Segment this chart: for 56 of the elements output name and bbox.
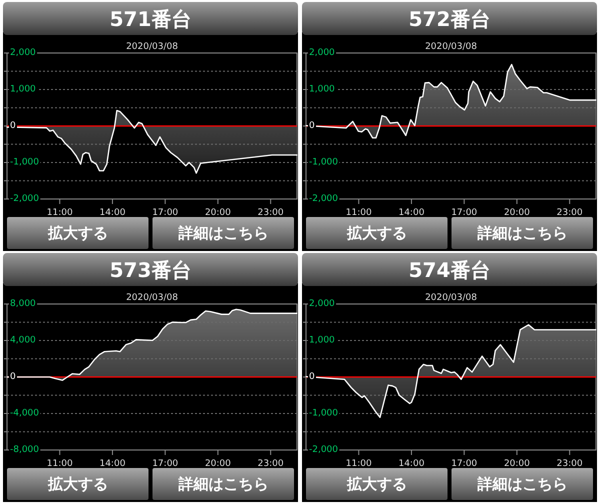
chart-subtitle: 2020/03/08 [425, 42, 478, 52]
chart-subtitle: 2020/03/08 [425, 293, 478, 303]
x-tick-label: 23:00 [556, 208, 583, 218]
chart-title: 572番台 [408, 7, 490, 31]
x-tick-label: 14:00 [398, 459, 425, 469]
y-tick-label: -8,000 [10, 445, 40, 455]
x-tick-label: 20:00 [504, 208, 530, 218]
x-tick-label: 14:00 [398, 208, 425, 218]
y-tick-label: 2,000 [10, 48, 36, 58]
chart-subtitle: 2020/03/08 [126, 42, 178, 52]
y-tick-label: 1,000 [10, 84, 36, 94]
text: 拡大する [46, 475, 108, 493]
x-tick-label: 23:00 [556, 459, 583, 469]
x-tick-label: 17:00 [152, 459, 178, 469]
x-tick-label: 20:00 [204, 459, 232, 469]
y-tick-label: 1,000 [309, 336, 336, 346]
x-tick-label: 17:00 [451, 208, 478, 218]
y-tick-label: -2,000 [309, 445, 338, 455]
text: 詳細はこちら [177, 475, 268, 493]
chart-title: 574番台 [408, 258, 490, 282]
x-tick-label: 20:00 [204, 208, 232, 218]
x-tick-label: 23:00 [258, 208, 284, 218]
y-tick-label: 8,000 [10, 299, 36, 309]
x-tick-label: 17:00 [152, 208, 178, 218]
text: 拡大する [346, 224, 407, 242]
y-tick-label: 2,000 [309, 48, 336, 58]
text: 詳細はこちら [476, 475, 568, 493]
text: 拡大する [46, 224, 108, 242]
y-tick-label: 4,000 [10, 336, 36, 346]
chart-title: 573番台 [110, 258, 192, 282]
x-tick-label: 11:00 [346, 459, 372, 469]
x-tick-label: 17:00 [451, 459, 478, 469]
x-tick-label: 11:00 [346, 208, 372, 218]
y-tick-label: 0 [309, 372, 315, 382]
y-tick-label: -4,000 [10, 408, 40, 418]
y-tick-label: 0 [10, 121, 16, 131]
text: 詳細はこちら [476, 224, 568, 242]
text: 詳細はこちら [177, 224, 268, 242]
x-tick-label: 11:00 [46, 459, 73, 469]
y-tick-label: -2,000 [10, 194, 40, 204]
y-tick-label: -2,000 [309, 194, 338, 204]
text: 拡大する [346, 475, 407, 493]
y-tick-label: 2,000 [309, 299, 336, 309]
chart-title: 571番台 [110, 7, 192, 31]
x-tick-label: 23:00 [258, 459, 284, 469]
chart-subtitle: 2020/03/08 [126, 293, 178, 303]
y-tick-label: 0 [10, 372, 16, 382]
y-tick-label: -1,000 [309, 408, 338, 418]
x-tick-label: 20:00 [504, 459, 530, 469]
y-tick-label: -1,000 [10, 158, 40, 168]
y-tick-label: 1,000 [309, 84, 336, 94]
x-tick-label: 14:00 [99, 208, 126, 218]
y-tick-label: 0 [309, 121, 315, 131]
x-tick-label: 11:00 [46, 208, 73, 218]
y-tick-label: -1,000 [309, 158, 338, 168]
x-tick-label: 14:00 [99, 459, 126, 469]
